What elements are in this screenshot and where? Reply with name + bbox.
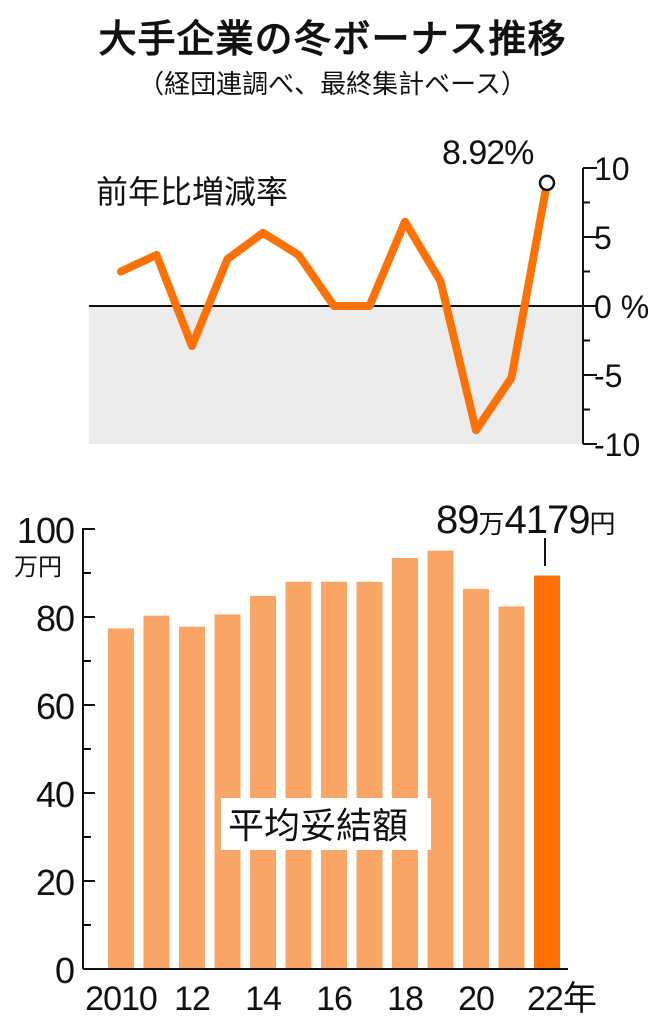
latest-bar-value-man-unit: 万 <box>479 509 505 539</box>
bar <box>179 626 205 969</box>
bar-y-tick-label: 100 <box>17 510 74 551</box>
bar-x-tick-label: 14 <box>245 980 281 1018</box>
line-y-tick-label: 5 <box>594 220 612 256</box>
bar <box>285 581 312 969</box>
bar-x-tick-label: 16 <box>316 980 352 1018</box>
line-chart-label: 前年比増減率 <box>96 174 288 210</box>
bar-label-background <box>221 798 431 850</box>
bar-x-tick-label: 2010 <box>85 980 157 1018</box>
bar <box>498 606 525 969</box>
bar-x-tick-label: 20 <box>458 980 494 1018</box>
bar <box>534 575 560 969</box>
latest-bar-value-yen-count: 4179 <box>505 498 590 542</box>
latest-bar-value-man-count: 89 <box>436 498 479 542</box>
bar <box>427 550 454 969</box>
chart-title: 大手企業の冬ボーナス推移 <box>98 17 567 61</box>
bar-series-label: 平均妥結額 <box>228 805 408 846</box>
bar-y-tick-label: 60 <box>36 686 74 727</box>
bar-y-tick-label: 0 <box>55 950 74 991</box>
bar <box>356 581 383 969</box>
bar <box>250 595 276 969</box>
bar-x-tick-label: 22年 <box>527 980 596 1018</box>
latest-rate-label: 8.92% <box>442 134 534 172</box>
bar <box>321 581 347 969</box>
line-y-tick-label: -5 <box>594 358 622 394</box>
latest-bar-value-yen-unit: 円 <box>590 509 616 539</box>
latest-bar-value: 89万4179円 <box>436 498 616 542</box>
bar-y-tick-label: 20 <box>36 862 74 903</box>
negative-area-shading <box>89 306 583 444</box>
chart-subtitle: （経団連調べ、最終集計ベース） <box>138 70 527 100</box>
bar <box>214 614 241 969</box>
line-y-tick-label: 10 <box>594 151 630 187</box>
bar <box>392 558 418 969</box>
bar-y-tick-label: 40 <box>36 774 74 815</box>
line-point <box>538 174 556 192</box>
bar <box>143 615 170 969</box>
bar-x-tick-label: 12 <box>174 980 210 1018</box>
bar-y-unit: 万円 <box>14 554 62 581</box>
bar-x-tick-label: 18 <box>387 980 423 1018</box>
bar-y-tick-label: 80 <box>36 598 74 639</box>
bar <box>463 588 489 969</box>
line-y-tick-label: 0 % <box>594 289 649 325</box>
line-y-tick-label: -10 <box>594 427 640 463</box>
bar <box>108 628 134 969</box>
